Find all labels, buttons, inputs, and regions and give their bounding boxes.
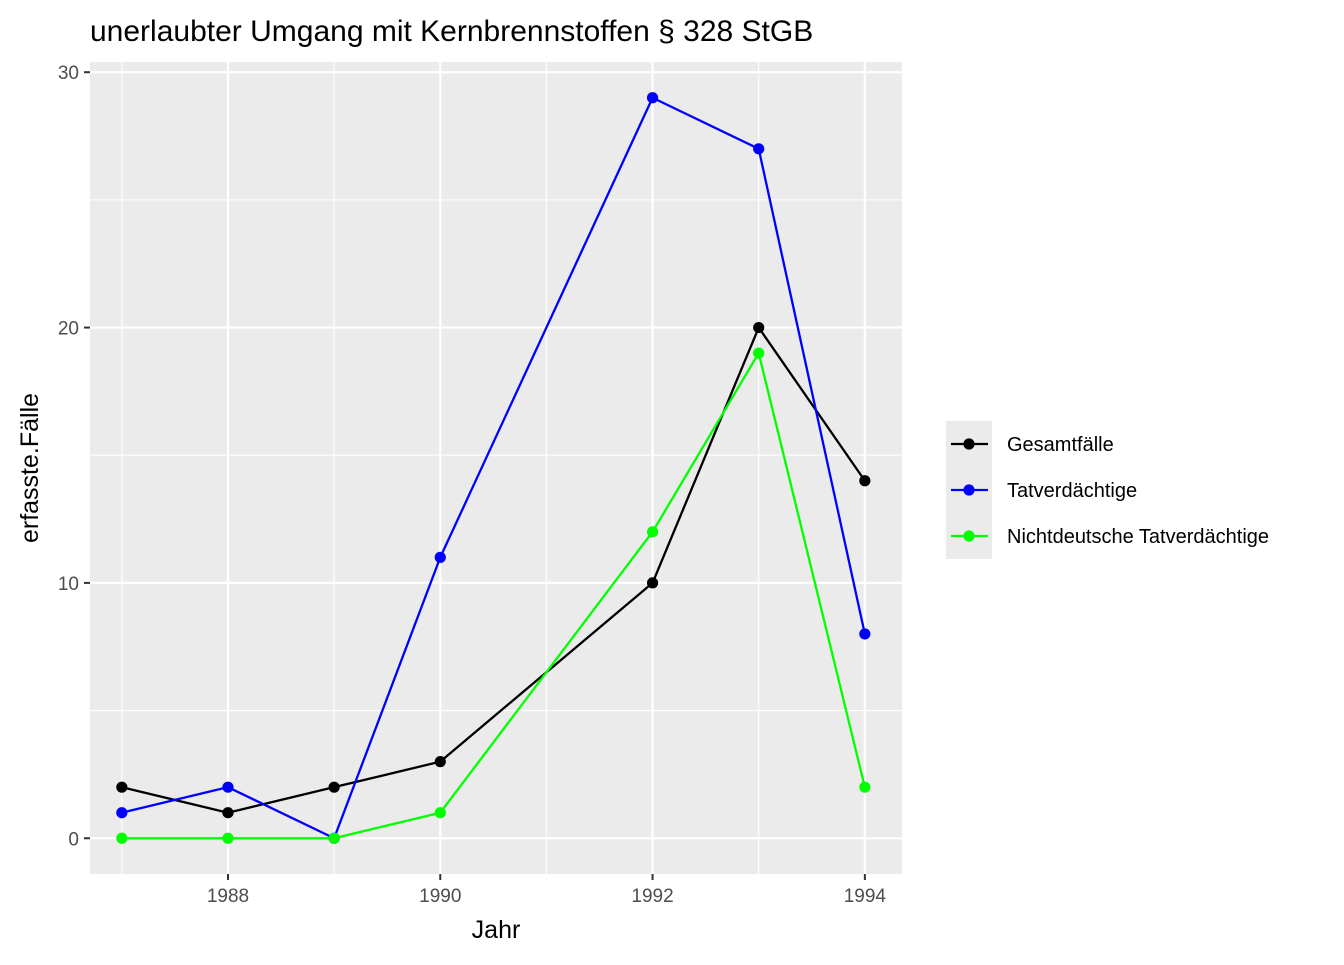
x-tick-label: 1994 <box>844 886 887 907</box>
y-axis: 0 10 20 30 <box>58 63 90 850</box>
data-point-2-5 <box>753 347 765 359</box>
x-tick-label: 1990 <box>419 886 461 907</box>
data-point-0-2 <box>328 781 340 793</box>
data-point-2-3 <box>434 807 446 819</box>
data-point-0-4 <box>646 577 659 589</box>
data-point-2-1 <box>222 832 234 844</box>
legend-label: Nichtdeutsche Tatverdächtige <box>1007 526 1269 548</box>
data-point-0-0 <box>116 781 128 793</box>
y-tick-label: 10 <box>58 574 79 595</box>
data-point-0-6 <box>859 475 871 487</box>
y-axis-title: erfasste.Fälle <box>16 393 44 543</box>
x-tick-label: 1988 <box>207 886 249 907</box>
legend-key-point <box>963 484 975 496</box>
plot-panel <box>90 62 902 874</box>
y-tick-label: 30 <box>58 63 79 84</box>
x-tick-label: 1992 <box>631 886 673 907</box>
legend-label: Gesamtfälle <box>1007 434 1114 456</box>
data-point-0-5 <box>753 321 765 334</box>
data-point-1-0 <box>116 807 128 819</box>
legend-key-point <box>963 438 975 450</box>
data-point-0-1 <box>222 807 234 819</box>
legend: Gesamtfälle Tatverdächtige Nichtdeutsche T… <box>946 421 1269 559</box>
y-tick-label: 0 <box>68 829 79 850</box>
data-point-1-5 <box>753 143 765 155</box>
x-axis: 1988 1990 1992 1994 <box>207 874 887 907</box>
data-point-1-3 <box>434 551 446 563</box>
data-point-1-4 <box>646 92 659 104</box>
data-point-0-3 <box>434 756 446 768</box>
data-point-1-1 <box>222 781 234 793</box>
legend-label: Tatverdächtige <box>1007 480 1137 502</box>
legend-key-point <box>963 530 975 542</box>
grid-minor <box>90 62 902 874</box>
chart-title: unerlaubter Umgang mit Kernbrennstoffen … <box>90 15 813 48</box>
y-tick-label: 20 <box>58 319 79 340</box>
x-axis-title: Jahr <box>472 916 521 944</box>
data-point-2-0 <box>116 832 128 844</box>
data-point-2-6 <box>859 781 871 793</box>
data-point-1-6 <box>859 628 871 640</box>
data-point-2-2 <box>328 832 340 844</box>
series-points <box>116 92 871 844</box>
data-point-2-4 <box>646 526 659 538</box>
